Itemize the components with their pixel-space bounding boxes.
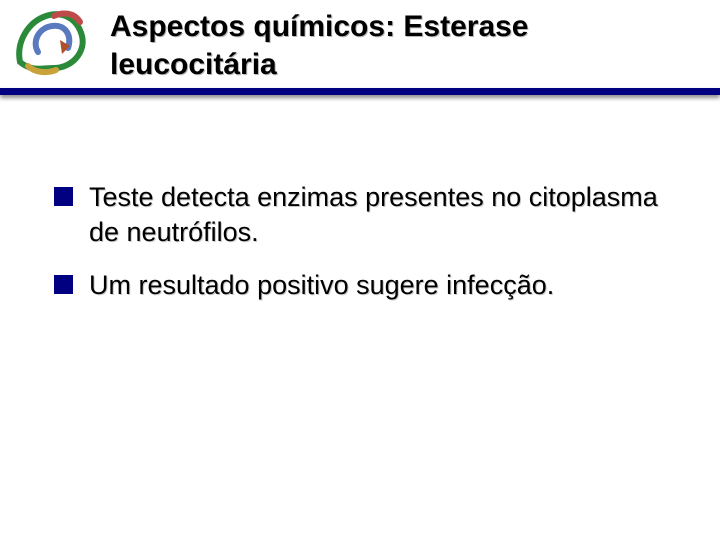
bullet-text: Teste detecta enzimas presentes no citop… bbox=[89, 180, 680, 250]
slide-title: Aspectos químicos: Esterase leucocitária bbox=[110, 8, 700, 83]
square-bullet-icon bbox=[54, 187, 73, 206]
slide-body: Teste detecta enzimas presentes no citop… bbox=[54, 180, 680, 321]
slide: Aspectos químicos: Esterase leucocitária… bbox=[0, 0, 720, 540]
bullet-text: Um resultado positivo sugere infecção. bbox=[89, 268, 554, 303]
bullet-item: Um resultado positivo sugere infecção. bbox=[54, 268, 680, 303]
protein-structure-icon bbox=[8, 2, 100, 80]
slide-header: Aspectos químicos: Esterase leucocitária bbox=[0, 0, 720, 92]
header-rule bbox=[0, 88, 720, 95]
square-bullet-icon bbox=[54, 275, 73, 294]
bullet-item: Teste detecta enzimas presentes no citop… bbox=[54, 180, 680, 250]
